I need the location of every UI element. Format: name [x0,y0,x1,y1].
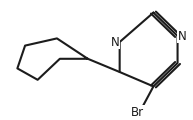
Text: Br: Br [131,106,144,119]
Text: N: N [178,30,187,42]
Text: N: N [110,36,119,48]
